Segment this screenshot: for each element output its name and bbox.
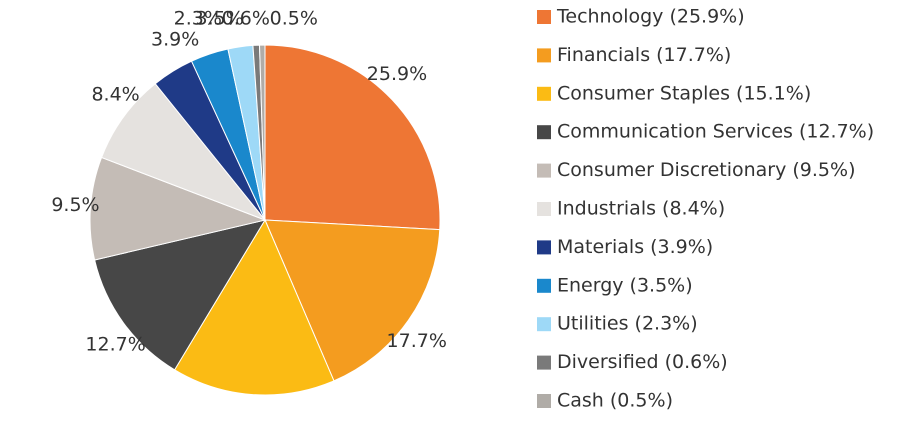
- legend-label: Energy (3.5%): [557, 274, 693, 296]
- legend-label: Technology (25.9%): [556, 6, 745, 28]
- legend-swatch: [537, 163, 551, 178]
- legend-swatch: [537, 240, 551, 255]
- legend-swatch: [537, 202, 551, 216]
- data-label: 3.5%: [196, 7, 244, 29]
- legend-label: Utilities (2.3%): [557, 313, 698, 335]
- data-label: 0.6%: [222, 8, 270, 30]
- data-label: 25.9%: [367, 63, 427, 85]
- legend-label: Financials (17.7%): [557, 44, 731, 66]
- pie-slice: [100, 82, 267, 222]
- data-label: 0.5%: [270, 8, 318, 30]
- pie-slice: [264, 219, 441, 382]
- data-label: 12.7%: [85, 333, 145, 355]
- legend-swatch: [537, 125, 551, 140]
- data-label: 9.5%: [51, 194, 99, 216]
- pie-slice: [89, 156, 267, 261]
- legend-label: Diversified (0.6%): [557, 351, 728, 373]
- legend-label: Consumer Staples (15.1%): [557, 82, 811, 104]
- legend-label: Industrials (8.4%): [557, 198, 725, 220]
- legend-swatch: [537, 278, 551, 293]
- data-label: 17.7%: [387, 330, 447, 352]
- legend-label: Consumer Discretionary (9.5%): [557, 159, 856, 181]
- pie-slice: [258, 44, 266, 221]
- legend-label: Communication Services (12.7%): [557, 121, 874, 143]
- data-label: 3.9%: [151, 28, 199, 50]
- data-label: 8.4%: [91, 84, 139, 106]
- legend-swatch: [537, 86, 551, 101]
- legend-swatch: [537, 394, 551, 408]
- legend-swatch: [537, 48, 551, 63]
- data-label: 15.1%: [220, 420, 280, 421]
- pie-slice: [94, 219, 267, 371]
- pie-slice: [264, 44, 441, 231]
- pie-slice: [173, 218, 335, 396]
- data-label: 2.3%: [174, 8, 222, 30]
- legend-label: Materials (3.9%): [557, 236, 713, 258]
- legend-swatch: [537, 355, 551, 370]
- legend-swatch: [537, 317, 551, 332]
- legend-swatch: [537, 10, 551, 24]
- legend-label: Cash (0.5%): [557, 390, 673, 412]
